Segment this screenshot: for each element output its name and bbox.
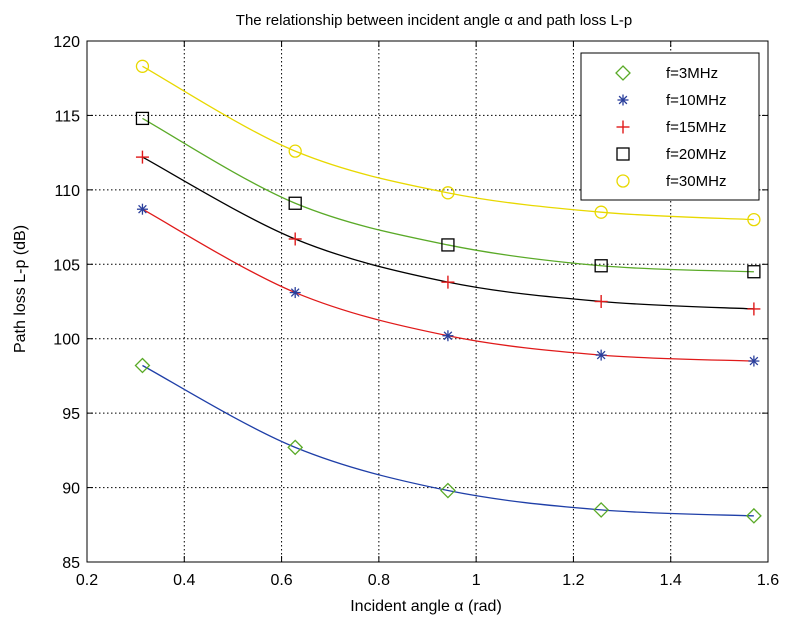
data-point	[442, 330, 454, 342]
x-tick-label: 0.6	[270, 572, 292, 589]
data-point	[593, 501, 610, 518]
x-tick-label: 0.4	[173, 572, 195, 589]
data-point	[288, 232, 302, 246]
series-markers	[134, 59, 762, 524]
data-point	[747, 265, 761, 279]
data-point	[135, 111, 150, 126]
legend-marker	[616, 147, 630, 161]
x-tick-label: 1	[472, 572, 481, 589]
data-point	[594, 295, 608, 308]
y-tick-label: 100	[53, 332, 80, 349]
y-tick-label: 95	[62, 406, 80, 423]
legend: f=3MHz f=10MHz f=15MHz f=20MHz f=30MHz	[580, 52, 760, 201]
y-axis-title: Path loss L-p (dB)	[12, 225, 29, 353]
legend-marker	[615, 65, 631, 81]
data-point	[287, 439, 304, 456]
data-point	[135, 150, 149, 164]
y-tick-label: 105	[53, 257, 80, 274]
x-axis-title: Incident angle α (rad)	[350, 598, 502, 615]
data-point	[135, 59, 150, 73]
legend-label: f=30MHz	[666, 173, 726, 190]
legend-label: f=15MHz	[666, 119, 726, 136]
chart-title: The relationship between incident angle …	[236, 12, 632, 29]
plot-area-frame	[86, 40, 769, 563]
y-tick-label: 110	[54, 183, 80, 200]
legend-marker	[617, 94, 629, 106]
data-point	[595, 349, 607, 361]
y-tick-label: 120	[53, 34, 80, 51]
x-tick-label: 1.4	[660, 572, 682, 589]
series-line-1	[142, 364, 754, 517]
data-point	[441, 238, 455, 252]
legend-label: f=10MHz	[666, 92, 726, 109]
legend-label: f=3MHz	[666, 65, 718, 82]
x-tick-label: 0.2	[76, 572, 98, 589]
data-point	[441, 275, 455, 289]
axis-ticks: 0.2 0.4 0.6 0.8 1 1.2 1.4 1.6 85 90 95 100 105 110 115…	[53, 34, 779, 589]
data-point	[441, 186, 455, 200]
y-tick-label: 90	[62, 481, 80, 498]
data-point	[747, 212, 761, 227]
series-line-4	[142, 117, 754, 273]
series-line-5	[142, 65, 754, 221]
legend-box	[580, 52, 760, 201]
data-point	[289, 287, 301, 299]
legend-label: f=20MHz	[666, 146, 726, 163]
data-point	[440, 482, 456, 499]
data-point	[134, 357, 151, 374]
legend-marker	[616, 174, 630, 188]
data-point	[136, 203, 148, 215]
data-point	[594, 205, 608, 219]
data-point	[748, 355, 760, 367]
y-tick-label: 115	[54, 108, 80, 125]
x-tick-label: 1.6	[757, 572, 779, 589]
x-tick-label: 0.8	[368, 572, 390, 589]
data-point	[288, 196, 302, 210]
y-tick-label: 85	[62, 555, 80, 572]
x-tick-label: 1.2	[562, 572, 584, 589]
grid	[87, 41, 768, 562]
legend-marker	[616, 120, 630, 134]
data-point	[594, 259, 608, 273]
series-lines	[142, 65, 754, 517]
data-point	[745, 507, 762, 524]
data-point	[288, 144, 302, 158]
data-point	[747, 302, 761, 316]
